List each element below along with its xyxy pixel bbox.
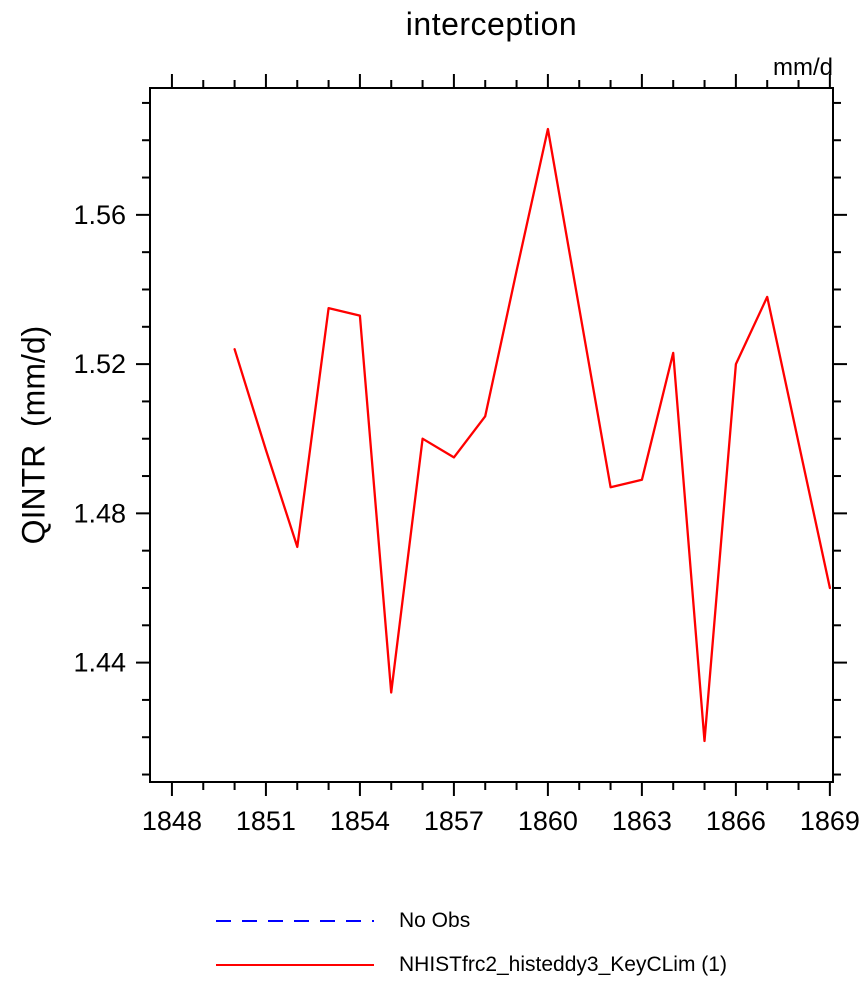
chart-title: interception: [405, 6, 578, 42]
x-tick-label: 1869: [800, 806, 860, 836]
y-tick-label: 1.48: [73, 498, 126, 528]
plot-frame: [149, 87, 834, 783]
y-tick-label: 1.52: [73, 349, 126, 379]
x-tick-label: 1860: [518, 806, 578, 836]
x-tick-label: 1851: [236, 806, 296, 836]
y-tick-label: 1.56: [73, 200, 126, 230]
legend-item-no-obs: No Obs: [215, 908, 727, 934]
x-tick-label: 1866: [706, 806, 766, 836]
x-tick-label: 1848: [142, 806, 202, 836]
series-line-sample: [216, 964, 374, 966]
x-tick-label: 1854: [330, 806, 390, 836]
legend-label-series: NHISTfrc2_histeddy3_KeyCLim (1): [399, 953, 727, 976]
legend: No Obs NHISTfrc2_histeddy3_KeyCLim (1): [215, 908, 727, 978]
no-obs-line-sample: [216, 920, 374, 922]
series-line: [233, 127, 832, 743]
x-tick-label: 1863: [612, 806, 672, 836]
x-tick-label: 1857: [424, 806, 484, 836]
legend-item-series: NHISTfrc2_histeddy3_KeyCLim (1): [215, 952, 727, 978]
units-label: mm/d: [773, 54, 833, 81]
y-tick-label: 1.44: [73, 648, 126, 678]
legend-label-no-obs: No Obs: [399, 909, 471, 932]
plot-svg: 1848 1851 1854 1857 1860 1863 1866 1869 1.44 1.48…: [73, 74, 860, 836]
